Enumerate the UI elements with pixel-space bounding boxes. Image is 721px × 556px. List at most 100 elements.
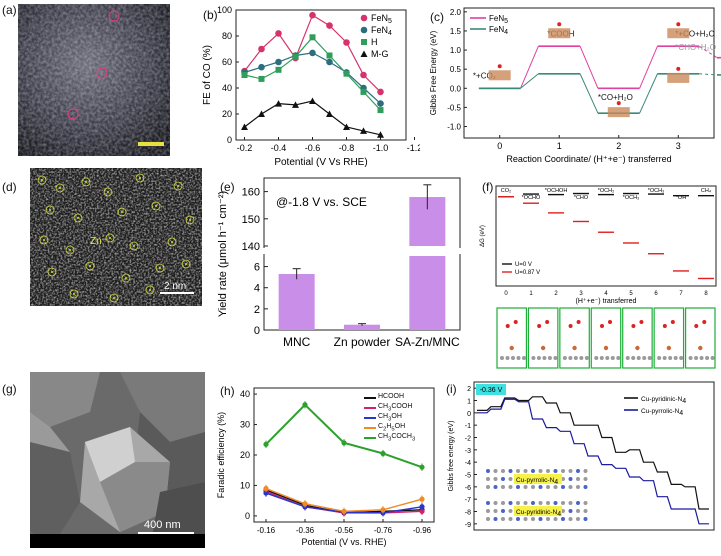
y-tick-label: 40 xyxy=(222,83,232,93)
panel-label-b: (b) xyxy=(203,8,218,22)
structure-atom xyxy=(531,517,535,521)
structure-atom xyxy=(657,356,662,360)
structure-thumbnail xyxy=(607,101,630,118)
x-tick-label: 3 xyxy=(676,141,681,151)
structure-atom xyxy=(531,485,535,489)
data-point xyxy=(292,53,299,60)
y-tick-label: 80 xyxy=(222,31,232,41)
atom-marker-dot xyxy=(155,205,157,207)
atom-marker xyxy=(73,213,83,223)
series-Cu-pyrrolic-N4 xyxy=(477,398,709,525)
structure-atom xyxy=(531,501,535,505)
intermediate-label: *OCHOH xyxy=(545,188,568,194)
data-point xyxy=(326,22,333,29)
atom-marker xyxy=(129,241,139,251)
atom-marker xyxy=(181,259,191,269)
series-U=0 V xyxy=(498,192,714,198)
y-tick-label: -8 xyxy=(465,510,471,517)
data-point xyxy=(326,52,333,59)
y-tick-label: 4 xyxy=(254,283,260,295)
chart-h: 0 10 20 30 40 -0.16 -0.36 -0.56 -0.76 -0.96 Potent… xyxy=(216,387,435,547)
structure-atom xyxy=(486,509,490,513)
level-connector xyxy=(639,46,658,89)
level-connector xyxy=(699,73,718,76)
structure-box: 4 xyxy=(590,307,622,369)
structure-atom xyxy=(568,517,573,521)
x-tick-label: 0 xyxy=(497,141,502,151)
intermediate-label: *OH xyxy=(676,195,686,201)
structure-atom xyxy=(546,485,550,489)
panel-label-c: (c) xyxy=(430,10,444,24)
x-tick-label: 0 xyxy=(504,291,508,297)
x-tick-label: SA-Zn/MNC xyxy=(395,335,460,349)
structure-atom xyxy=(486,517,490,521)
annotation: @-1.8 V vs. SCE xyxy=(276,195,367,209)
structure-box: 1 xyxy=(496,307,528,369)
structure-atom xyxy=(508,501,513,505)
level-connector xyxy=(579,73,599,114)
structure-atom xyxy=(688,356,693,360)
series-CH3COCH3 xyxy=(263,401,425,471)
legend-entry: HCOOH xyxy=(378,393,404,400)
structure-atom xyxy=(576,320,581,324)
structure-atom xyxy=(546,517,550,521)
atom-marker-dot xyxy=(85,181,87,183)
legend-entry: U=0.87 V xyxy=(515,270,540,276)
x-tick-label: -0.96 xyxy=(413,526,432,535)
data-point xyxy=(343,123,350,130)
structure-atom xyxy=(676,22,681,27)
y-tick-label: -7 xyxy=(465,497,471,504)
y-tick-label: 0.5 xyxy=(450,65,462,74)
bar xyxy=(278,273,315,330)
y-tick-label: 100 xyxy=(217,5,232,15)
atom-marker-dot xyxy=(49,209,51,211)
scale-bar xyxy=(138,532,194,534)
structure-atom xyxy=(538,485,543,489)
structure-atom xyxy=(497,64,502,69)
structure-atom xyxy=(702,320,707,324)
structure-thumbnail xyxy=(548,22,571,39)
level-connector xyxy=(520,46,539,89)
atom-marker xyxy=(109,293,119,303)
structure-atom xyxy=(523,485,528,489)
structure-atom xyxy=(583,501,588,505)
y-tick-label: 40 xyxy=(240,389,250,399)
atom-marker xyxy=(167,237,177,247)
structure-atom xyxy=(668,356,673,360)
data-point xyxy=(343,70,350,77)
structure-atom xyxy=(546,469,550,473)
intermediate-label: *OCH₃ xyxy=(623,195,640,201)
plot-frame xyxy=(463,7,715,139)
structure-atom xyxy=(579,356,584,360)
atom-marker-dot xyxy=(41,179,43,181)
atom-marker-dot xyxy=(125,277,127,279)
y-tick-label: 30 xyxy=(240,420,250,430)
atom-marker-dot xyxy=(159,267,161,269)
data-point xyxy=(309,11,316,19)
x-axis-label: (H⁺+e⁻) transferred xyxy=(576,298,637,305)
structure-atom xyxy=(508,469,513,473)
series-C2H5OH xyxy=(263,484,425,515)
atom-marker-dot xyxy=(107,191,109,193)
atom-marker xyxy=(37,175,47,185)
structure-atom xyxy=(501,469,505,473)
structure-atom xyxy=(608,320,612,324)
data-point xyxy=(275,30,282,37)
structure-atom xyxy=(705,356,710,360)
structure-atom xyxy=(642,356,647,360)
structure-atom xyxy=(576,469,580,473)
legend-entry-text: CH3OH xyxy=(378,413,402,423)
data-point xyxy=(258,75,265,82)
structure-atom xyxy=(493,501,498,505)
scale-bar xyxy=(160,292,194,294)
y-tick-label: -3 xyxy=(465,448,471,455)
energy-path xyxy=(477,396,709,510)
y-tick-label: -6 xyxy=(465,485,471,492)
structure-atom xyxy=(583,485,588,489)
structure-atom xyxy=(561,501,565,505)
potential-badge xyxy=(476,384,506,395)
legend-entry-text: CH3COOH xyxy=(378,403,413,413)
annotation: *+CO+H₂O xyxy=(675,30,715,39)
structure-atom xyxy=(676,66,681,71)
atom-marker-dot xyxy=(43,239,45,241)
